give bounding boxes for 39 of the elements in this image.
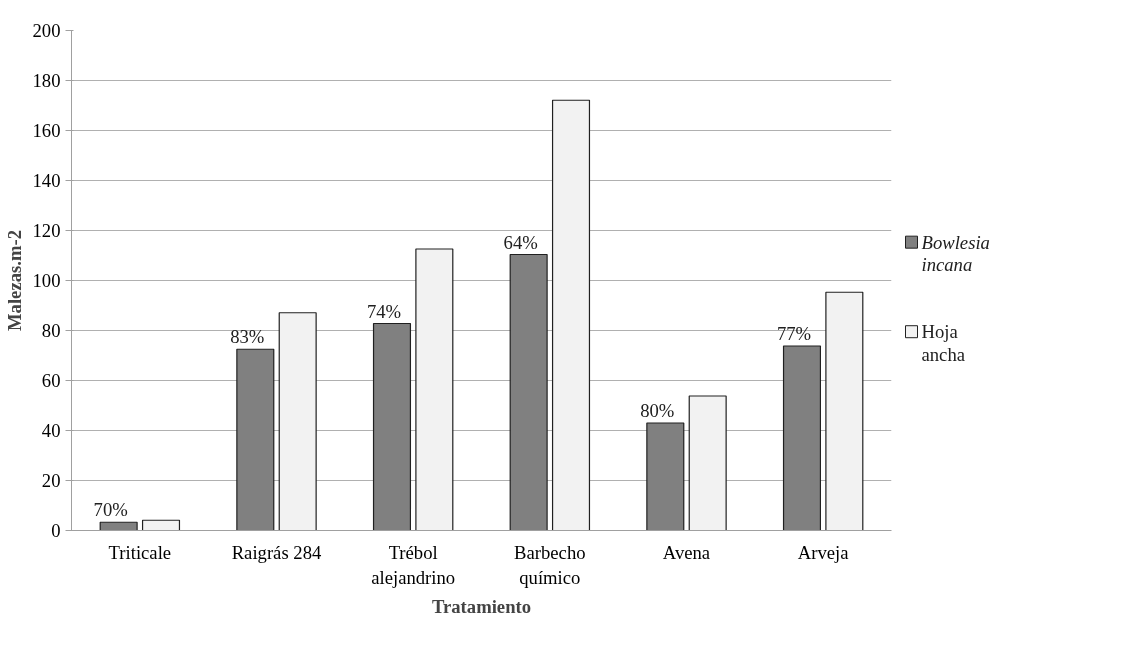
y-tick-label: 200	[32, 20, 61, 41]
x-tick-label: Raigrás 284	[231, 541, 322, 563]
x-tick-label: Arveja	[797, 541, 850, 563]
x-axis-title: Tratamiento	[431, 595, 532, 617]
x-tick-label: Trébol alejandrino	[371, 541, 456, 588]
x-tick-label: Triticale	[108, 541, 172, 563]
bar	[646, 422, 685, 531]
y-tick-label: 40	[41, 420, 61, 441]
legend-label: Bowlesia incana	[921, 231, 990, 276]
annotation: 64%	[503, 231, 538, 253]
y-axis-title: Malezas.m-2	[3, 229, 25, 332]
annotation: 77%	[776, 323, 812, 344]
bar	[415, 248, 454, 531]
bar	[825, 291, 864, 531]
y-tick-label: 60	[41, 370, 61, 391]
y-tick-label: 0	[51, 520, 61, 541]
y-tick-label: 20	[41, 470, 61, 491]
x-tick-label: Barbecho químico	[514, 541, 586, 588]
annotation: 70%	[93, 499, 128, 521]
y-tick-label: 120	[32, 220, 61, 241]
x-tick-label: Avena	[662, 541, 711, 563]
annotation: 74%	[366, 300, 402, 322]
bar	[688, 395, 727, 531]
bar	[551, 99, 591, 531]
y-tick-label: 80	[41, 320, 61, 341]
bar	[236, 348, 275, 531]
bar	[141, 519, 181, 531]
bar	[509, 253, 548, 531]
y-tick-label: 140	[32, 170, 61, 191]
y-tick-label: 100	[32, 270, 61, 291]
annotation: 83%	[230, 326, 265, 348]
legend-label: Hoja ancha	[921, 321, 966, 365]
bar	[278, 312, 317, 531]
bar	[99, 521, 138, 531]
bar	[372, 322, 412, 531]
y-tick-label: 180	[32, 70, 61, 91]
annotation: 80%	[640, 400, 675, 421]
y-tick-label: 160	[32, 120, 61, 141]
bar	[782, 345, 822, 531]
